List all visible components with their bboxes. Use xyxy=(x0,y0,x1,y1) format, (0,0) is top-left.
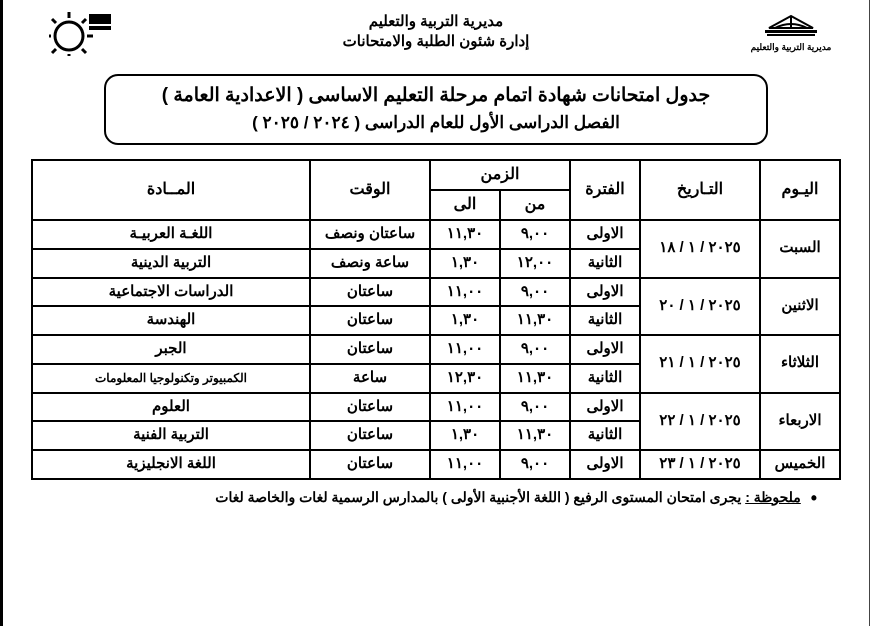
col-day: اليـوم xyxy=(760,160,840,220)
cell-to: ١١,٠٠ xyxy=(430,335,500,364)
cell-period: الثانية xyxy=(570,421,640,450)
cell-period: الاولى xyxy=(570,450,640,479)
cell-period: الثانية xyxy=(570,306,640,335)
header: مديرية التربية والتعليم مديرية التربية و… xyxy=(31,8,841,64)
logo-right: مديرية التربية والتعليم xyxy=(741,8,841,53)
cell-day: الاثنين xyxy=(760,278,840,336)
cell-subject: الهندسة xyxy=(32,306,310,335)
cell-to: ١,٣٠ xyxy=(430,306,500,335)
cell-from: ١١,٣٠ xyxy=(500,306,570,335)
cell-day: الثلاثاء xyxy=(760,335,840,393)
table-row: الاربعاء٢٠٢٥ / ١ / ٢٢الاولى٩,٠٠١١,٠٠ساعت… xyxy=(32,393,840,422)
cell-from: ٩,٠٠ xyxy=(500,393,570,422)
table-row: الخميس٢٠٢٥ / ١ / ٢٣الاولى٩,٠٠١١,٠٠ساعتان… xyxy=(32,450,840,479)
col-period: الفترة xyxy=(570,160,640,220)
cell-duration: ساعتان ونصف xyxy=(310,220,430,249)
cell-from: ٩,٠٠ xyxy=(500,220,570,249)
cell-subject: الجبر xyxy=(32,335,310,364)
table-head: اليـوم التـاريخ الفترة الزمن الوقت المــ… xyxy=(32,160,840,220)
cell-from: ١١,٣٠ xyxy=(500,364,570,393)
cell-day: الخميس xyxy=(760,450,840,479)
cell-duration: ساعتان xyxy=(310,393,430,422)
cell-day: السبت xyxy=(760,220,840,278)
logo-right-caption: مديرية التربية والتعليم xyxy=(741,42,841,53)
col-to: الى xyxy=(430,190,500,220)
note-label: ملحوظة : xyxy=(745,489,801,505)
cell-subject: التربية الدينية xyxy=(32,249,310,278)
header-row-1: اليـوم التـاريخ الفترة الزمن الوقت المــ… xyxy=(32,160,840,190)
cell-from: ٩,٠٠ xyxy=(500,335,570,364)
cell-to: ١١,٠٠ xyxy=(430,393,500,422)
directorate-name: مديرية التربية والتعليم xyxy=(131,12,741,30)
table-row: الثلاثاء٢٠٢٥ / ١ / ٢١الاولى٩,٠٠١١,٠٠ساعت… xyxy=(32,335,840,364)
cell-to: ١٢,٣٠ xyxy=(430,364,500,393)
cell-subject: اللغة الانجليزية xyxy=(32,450,310,479)
book-icon xyxy=(761,8,821,42)
cell-period: الاولى xyxy=(570,220,640,249)
cell-date: ٢٠٢٥ / ١ / ٢١ xyxy=(640,335,760,393)
cell-duration: ساعة xyxy=(310,364,430,393)
cell-subject: الدراسات الاجتماعية xyxy=(32,278,310,307)
cell-period: الثانية xyxy=(570,364,640,393)
cell-date: ٢٠٢٥ / ١ / ٢٢ xyxy=(640,393,760,451)
cell-to: ١١,٠٠ xyxy=(430,278,500,307)
cell-from: ٩,٠٠ xyxy=(500,278,570,307)
note-text: يجرى امتحان المستوى الرفيع ( اللغة الأجن… xyxy=(215,489,741,505)
cell-duration: ساعتان xyxy=(310,421,430,450)
cell-period: الاولى xyxy=(570,393,640,422)
cell-duration: ساعتان xyxy=(310,278,430,307)
cell-subject: التربية الفنية xyxy=(32,421,310,450)
title-frame: جدول امتحانات شهادة اتمام مرحلة التعليم … xyxy=(104,74,768,145)
col-date: التـاريخ xyxy=(640,160,760,220)
cell-period: الاولى xyxy=(570,278,640,307)
cell-date: ٢٠٢٥ / ١ / ٢٠ xyxy=(640,278,760,336)
cell-to: ١,٣٠ xyxy=(430,421,500,450)
cell-date: ٢٠٢٥ / ١ / ١٨ xyxy=(640,220,760,278)
schedule-table: اليـوم التـاريخ الفترة الزمن الوقت المــ… xyxy=(31,159,841,480)
title-line2: الفصل الدراسى الأول للعام الدراسى ( ٢٠٢٤… xyxy=(116,113,756,133)
cell-to: ١١,٠٠ xyxy=(430,450,500,479)
table-row: الاثنين٢٠٢٥ / ١ / ٢٠الاولى٩,٠٠١١,٠٠ساعتا… xyxy=(32,278,840,307)
col-from: من xyxy=(500,190,570,220)
cell-duration: ساعتان xyxy=(310,450,430,479)
cell-subject: اللغـة العربيـة xyxy=(32,220,310,249)
cell-to: ١,٣٠ xyxy=(430,249,500,278)
cell-subject: العلوم xyxy=(32,393,310,422)
cell-duration: ساعة ونصف xyxy=(310,249,430,278)
footnote: • ملحوظة : يجرى امتحان المستوى الرفيع ( … xyxy=(31,488,841,509)
page: مديرية التربية والتعليم مديرية التربية و… xyxy=(0,0,870,626)
gear-icon xyxy=(49,8,113,56)
cell-from: ١١,٣٠ xyxy=(500,421,570,450)
center-header: مديرية التربية والتعليم إدارة شئون الطلب… xyxy=(131,8,741,50)
cell-duration: ساعتان xyxy=(310,335,430,364)
title-line1: جدول امتحانات شهادة اتمام مرحلة التعليم … xyxy=(116,84,756,107)
col-duration: الوقت xyxy=(310,160,430,220)
cell-date: ٢٠٢٥ / ١ / ٢٣ xyxy=(640,450,760,479)
cell-subject: الكمبيوتر وتكنولوجيا المعلومات xyxy=(32,364,310,393)
cell-day: الاربعاء xyxy=(760,393,840,451)
cell-period: الثانية xyxy=(570,249,640,278)
bullet-icon: • xyxy=(811,488,817,508)
table-body: السبت٢٠٢٥ / ١ / ١٨الاولى٩,٠٠١١,٣٠ساعتان … xyxy=(32,220,840,479)
col-subject: المــادة xyxy=(32,160,310,220)
table-row: السبت٢٠٢٥ / ١ / ١٨الاولى٩,٠٠١١,٣٠ساعتان … xyxy=(32,220,840,249)
logo-left xyxy=(31,8,131,56)
cell-from: ٩,٠٠ xyxy=(500,450,570,479)
col-time: الزمن xyxy=(430,160,570,190)
cell-duration: ساعتان xyxy=(310,306,430,335)
cell-period: الاولى xyxy=(570,335,640,364)
cell-from: ١٢,٠٠ xyxy=(500,249,570,278)
cell-to: ١١,٣٠ xyxy=(430,220,500,249)
department-name: إدارة شئون الطلبة والامتحانات xyxy=(131,32,741,50)
